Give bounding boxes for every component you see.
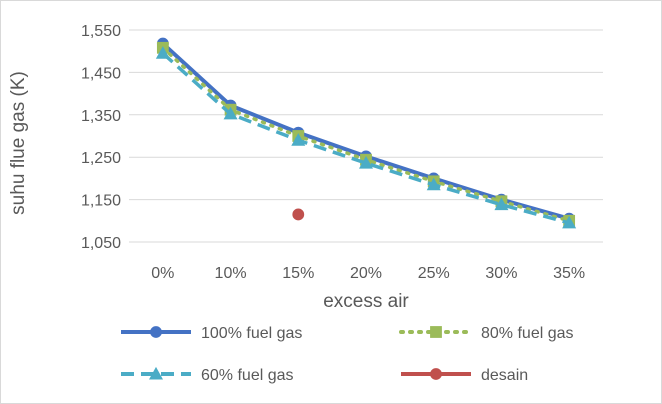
- legend-marker: [430, 368, 442, 380]
- series-line: [161, 42, 570, 221]
- series-line: [161, 52, 570, 225]
- y-tick-label: 1,150: [81, 193, 121, 210]
- x-tick-label: 25%: [418, 265, 450, 282]
- legend: 100% fuel gas 80% fuel gas 60% fuel gas des…: [121, 325, 574, 384]
- series-lines: [155, 37, 577, 229]
- x-tick-label: 15%: [282, 265, 314, 282]
- series-100-fuel-gas: [156, 37, 576, 225]
- y-tick-label: 1,450: [81, 65, 121, 82]
- data-point: [358, 155, 374, 169]
- legend-marker: [148, 366, 164, 380]
- y-tick-label: 1,550: [81, 23, 121, 40]
- legend-label: 100% fuel gas: [201, 325, 302, 342]
- data-point: [562, 215, 577, 229]
- x-tick-label: 20%: [350, 265, 382, 282]
- legend-item: 60% fuel gas: [121, 366, 294, 384]
- legend-label: 60% fuel gas: [201, 367, 294, 384]
- y-axis-title: suhu flue gas (K): [8, 71, 29, 215]
- legend-marker: [430, 326, 442, 338]
- legend-item: 100% fuel gas: [121, 325, 302, 342]
- series-desain: [292, 208, 305, 221]
- series-60-fuel-gas: [155, 46, 577, 229]
- y-axis-ticks: 1,550 1,450 1,350 1,250 1,150 1,050: [81, 23, 121, 252]
- series-80-fuel-gas: [156, 41, 576, 227]
- legend-marker: [150, 326, 162, 338]
- x-tick-label: 0%: [151, 265, 174, 282]
- data-point: [223, 106, 238, 120]
- x-axis-title: excess air: [323, 291, 409, 312]
- y-tick-label: 1,250: [81, 150, 121, 167]
- data-point: [292, 208, 305, 221]
- data-point: [426, 177, 441, 191]
- legend-label: desain: [481, 367, 528, 384]
- legend-item: desain: [401, 367, 528, 384]
- y-tick-label: 1,050: [81, 235, 121, 252]
- legend-item: 80% fuel gas: [399, 325, 574, 342]
- legend-label: 80% fuel gas: [481, 325, 574, 342]
- x-tick-label: 30%: [485, 265, 517, 282]
- y-tick-label: 1,350: [81, 108, 121, 125]
- data-point: [291, 133, 306, 146]
- x-tick-label: 10%: [215, 265, 247, 282]
- series-line: [161, 46, 571, 223]
- x-tick-label: 35%: [553, 265, 585, 282]
- x-axis-ticks: 0% 10% 15% 20% 25% 30% 35%: [151, 265, 585, 282]
- gridlines: [129, 29, 603, 243]
- data-point: [494, 197, 509, 211]
- data-point: [155, 46, 170, 59]
